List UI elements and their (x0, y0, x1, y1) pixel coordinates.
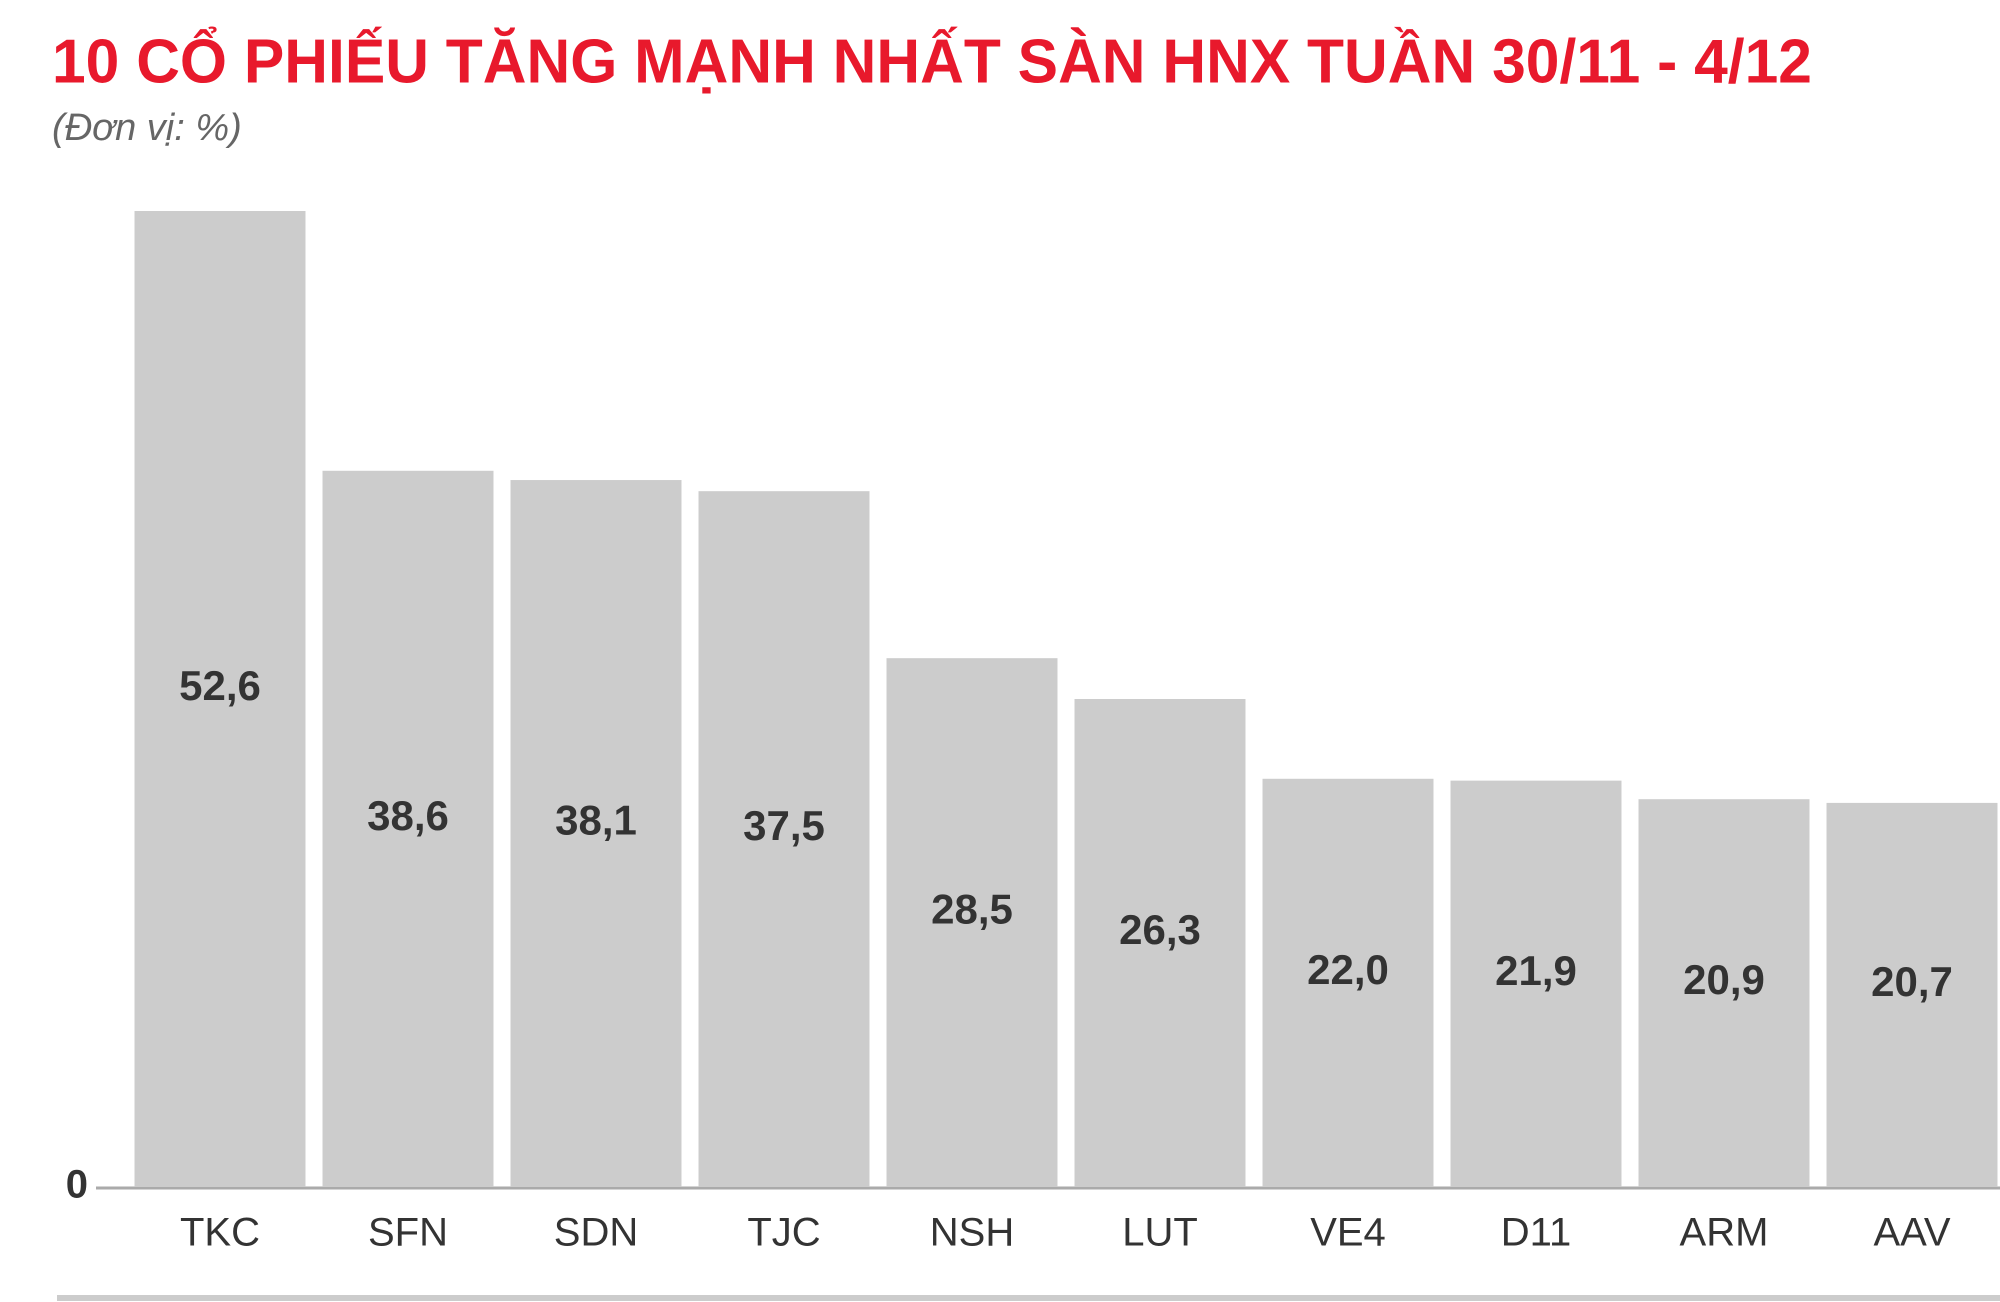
value-label: 52,6 (179, 662, 261, 709)
bar (1074, 699, 1246, 1187)
y-tick-label: 0 (66, 1163, 88, 1207)
chart-subtitle: (Đơn vị: %) (52, 107, 242, 149)
value-label: 21,9 (1495, 947, 1577, 994)
value-label: 38,6 (367, 792, 449, 839)
value-label: 38,1 (555, 797, 637, 844)
chart-title: 10 CỔ PHIẾU TĂNG MẠNH NHẤT SÀN HNX TUẦN … (52, 26, 1812, 96)
x-tick-label: TKC (180, 1211, 260, 1255)
bar (322, 470, 494, 1187)
x-tick-label: AAV (1873, 1211, 1950, 1255)
value-label: 28,5 (931, 886, 1013, 933)
x-tick-label: D11 (1501, 1211, 1571, 1255)
x-tick-label: ARM (1680, 1211, 1769, 1255)
x-tick-label: SFN (368, 1211, 448, 1255)
bar (1262, 778, 1434, 1187)
value-label: 37,5 (743, 802, 825, 849)
value-label: 26,3 (1119, 906, 1201, 953)
x-tick-label: SDN (554, 1211, 638, 1255)
x-tick-label: LUT (1122, 1211, 1198, 1255)
bar (1450, 780, 1622, 1187)
bar (1638, 799, 1810, 1187)
bar (510, 480, 682, 1187)
x-tick-label: NSH (930, 1211, 1014, 1255)
x-tick-label: TJC (747, 1211, 820, 1255)
value-label: 22,0 (1307, 946, 1389, 993)
bar (698, 491, 870, 1187)
bar (134, 211, 306, 1187)
bar (1826, 802, 1998, 1187)
bar (886, 658, 1058, 1187)
x-tick-label: VE4 (1310, 1211, 1386, 1255)
value-label: 20,7 (1871, 958, 1953, 1005)
value-label: 20,9 (1683, 956, 1765, 1003)
